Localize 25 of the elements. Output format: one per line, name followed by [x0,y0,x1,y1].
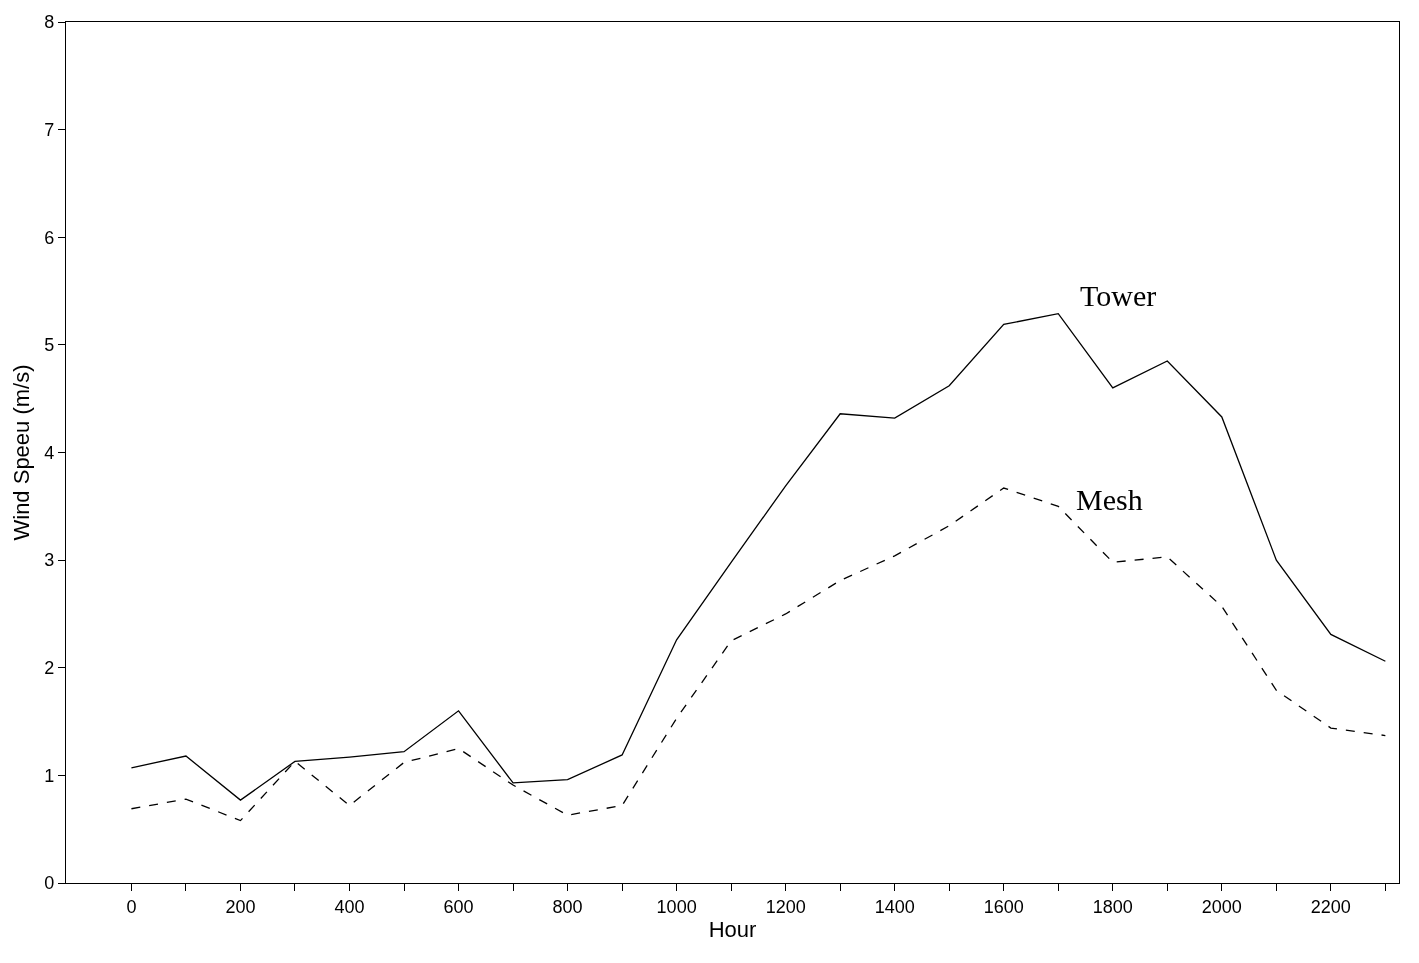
y-tick-label: 6 [44,227,55,248]
x-tick-label: 1600 [983,896,1024,917]
y-tick-label: 2 [44,658,55,679]
y-tick-label: 4 [44,442,55,463]
x-tick-label: 1000 [656,896,697,917]
y-tick-label: 7 [44,119,55,140]
x-tick-label: 1200 [765,896,806,917]
x-tick-label: 400 [334,896,365,917]
x-tick-label: 1400 [874,896,915,917]
x-tick-label: 1800 [1092,896,1133,917]
y-tick-label: 1 [44,765,55,786]
x-tick-label: 800 [552,896,583,917]
x-tick-label: 0 [126,896,137,917]
y-tick-label: 5 [44,335,55,356]
x-tick-label: 200 [225,896,256,917]
x-tick-label: 600 [443,896,474,917]
y-tick-label: 0 [44,873,55,894]
x-axis-title: Hour [708,916,757,942]
y-axis-title: Wind Speeu (m/s) [9,364,35,541]
y-tick-label: 3 [44,550,55,571]
y-tick-label: 8 [44,12,55,33]
series-label: Mesh [1076,483,1143,516]
x-tick-label: 2000 [1201,896,1242,917]
x-tick-label: 2200 [1310,896,1351,917]
series-label: Tower [1080,279,1157,312]
